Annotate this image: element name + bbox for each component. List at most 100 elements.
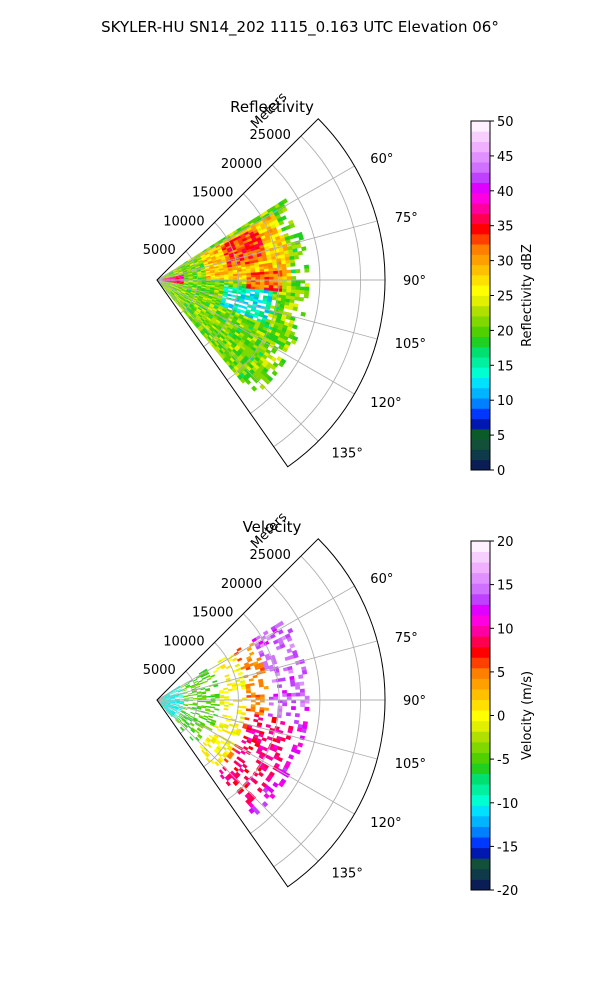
- radar-cell: [247, 325, 254, 331]
- radar-cell: [259, 694, 265, 698]
- radar-cell: [165, 698, 171, 700]
- radar-cell: [289, 255, 295, 261]
- radar-cell: [254, 341, 260, 347]
- radar-cell: [217, 344, 223, 350]
- radar-cell: [241, 266, 247, 270]
- radar-cell: [200, 287, 206, 290]
- radar-cell: [225, 349, 231, 355]
- radar-cell: [239, 332, 245, 338]
- radar-cell: [277, 746, 283, 752]
- radar-cell: [275, 738, 281, 744]
- radar-cell: [286, 272, 292, 277]
- radar-cell: [185, 292, 191, 296]
- radar-cell: [219, 321, 225, 327]
- radar-cell: [246, 235, 252, 241]
- radar-cell: [240, 716, 246, 720]
- radar-cell: [264, 271, 270, 275]
- radar-cell: [212, 736, 218, 742]
- radar-cell: [232, 229, 238, 235]
- radar-cell: [223, 270, 229, 274]
- radar-cell: [271, 719, 277, 724]
- radar-cell: [163, 705, 168, 710]
- radar-cell: [217, 249, 223, 253]
- radar-cell: [208, 715, 214, 719]
- radar-cell: [236, 728, 242, 733]
- radar-cell: [224, 255, 231, 260]
- radar-cell: [304, 695, 310, 700]
- radar-cell: [228, 703, 234, 706]
- radar-cell: [184, 308, 189, 314]
- radar-cell: [196, 321, 201, 327]
- radar-cell: [263, 707, 269, 711]
- radar-cell: [182, 288, 187, 292]
- radar-cell: [263, 351, 270, 358]
- colorbar-label: Velocity (m/s): [520, 671, 535, 760]
- radar-cell: [273, 270, 279, 275]
- radar-cell: [263, 343, 270, 350]
- radar-cell: [219, 276, 225, 279]
- radar-cell: [303, 293, 309, 299]
- radar-cell: [164, 284, 169, 288]
- radar-cell: [294, 713, 300, 718]
- radar-cell: [233, 353, 239, 359]
- radar-cell: [258, 640, 264, 646]
- radar-cell: [179, 275, 184, 278]
- radar-cell: [185, 721, 190, 725]
- radar-cell: [258, 324, 264, 330]
- radar-cell: [187, 274, 193, 277]
- radar-cell: [195, 290, 201, 293]
- radar-cell: [211, 344, 217, 350]
- radar-cell: [291, 286, 296, 291]
- radar-cell: [177, 690, 183, 693]
- radar-cell: [192, 285, 197, 288]
- radar-cell: [206, 282, 211, 284]
- radar-cell: [177, 288, 183, 291]
- radar-cell: [250, 794, 257, 801]
- range-ring: [250, 164, 321, 414]
- radar-cell: [170, 702, 175, 704]
- radar-cell: [277, 273, 283, 277]
- radar-cell: [209, 267, 215, 270]
- radar-cell: [218, 769, 224, 775]
- radar-cell: [160, 282, 165, 286]
- colorbar-swatch: [471, 826, 490, 838]
- radar-cell: [175, 291, 180, 295]
- colorbar-swatch: [471, 408, 490, 420]
- radar-cell: [191, 320, 196, 326]
- radar-cell: [199, 311, 205, 316]
- radar-cell: [223, 274, 229, 277]
- radar-cell: [219, 274, 225, 277]
- radar-cell: [220, 347, 226, 353]
- radar-cell: [181, 267, 187, 270]
- radar-cell: [201, 300, 206, 305]
- radar-cell: [210, 274, 216, 277]
- radar-cell: [259, 289, 265, 294]
- radar-cell: [175, 711, 180, 715]
- radar-cell: [250, 224, 257, 230]
- radar-cell: [199, 263, 205, 266]
- radar-cell: [177, 708, 183, 711]
- radar-cell: [191, 691, 197, 694]
- radar-cell: [188, 703, 193, 706]
- radar-cell: [214, 302, 221, 306]
- radar-cell: [210, 701, 216, 703]
- radar-cell: [259, 322, 266, 327]
- radar-cell: [236, 247, 242, 252]
- radar-cell: [211, 299, 217, 303]
- radar-cell: [210, 311, 216, 316]
- radar-cell: [255, 284, 261, 288]
- radar-cell: [277, 336, 284, 343]
- radar-cell: [220, 299, 226, 303]
- radar-cell: [176, 267, 182, 270]
- radar-cell: [290, 289, 296, 294]
- radar-cell: [214, 284, 220, 287]
- radar-cell: [189, 262, 195, 266]
- radar-cell: [197, 733, 203, 739]
- radar-cell: [265, 331, 271, 337]
- radar-cell: [245, 346, 252, 352]
- radar-cell: [179, 301, 184, 306]
- radar-cell: [168, 271, 174, 275]
- radar-cell: [246, 277, 252, 280]
- radar-cell: [179, 701, 185, 703]
- radar-cell: [288, 725, 294, 731]
